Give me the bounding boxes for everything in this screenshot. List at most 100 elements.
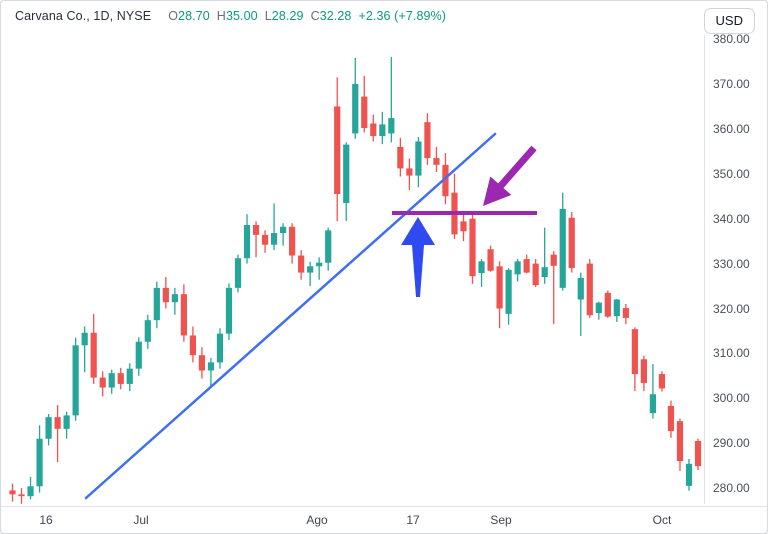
candle-down: [370, 123, 377, 137]
candle-down: [550, 254, 557, 266]
candle-down: [496, 266, 503, 309]
low-value: 28.29: [271, 9, 304, 23]
chart-drawings: [84, 132, 537, 500]
price-tick-label: 370.00: [713, 77, 750, 91]
candle-up: [505, 269, 512, 314]
candle-down: [406, 168, 413, 176]
candle-down: [180, 294, 187, 336]
candle-down: [18, 494, 25, 497]
candle-down: [261, 234, 269, 245]
candle-up: [388, 118, 395, 134]
price-tick-label: 380.00: [713, 32, 750, 47]
candle-down: [90, 332, 97, 378]
candle-up: [225, 287, 233, 334]
high-value: 35.00: [225, 9, 258, 23]
candle-down: [298, 255, 305, 273]
price-tick-label: 300.00: [713, 391, 750, 406]
candle-down: [397, 146, 404, 169]
buy-signal-arrow[interactable]: [401, 217, 435, 297]
candle-up: [135, 341, 142, 369]
candle-up: [559, 208, 566, 288]
price-tick-label: 350.00: [713, 166, 750, 181]
breakdown-arrow[interactable]: [483, 145, 537, 206]
trend-line-drawing[interactable]: [84, 132, 497, 500]
candle-down: [433, 158, 440, 165]
candle-up: [316, 262, 323, 267]
symbol-title: Carvana Co., 1D, NYSE: [15, 9, 152, 23]
candle-up: [613, 299, 620, 317]
candlestick-series: [9, 57, 702, 504]
time-tick-label: Jul: [133, 513, 149, 527]
price-axis[interactable]: 380.00 370.00 360.00 350.00 340.00 330.00 320.…: [705, 1, 767, 504]
candle-up: [27, 486, 34, 497]
low-label: L: [264, 9, 272, 23]
candle-up: [270, 233, 278, 245]
candle-up: [541, 267, 548, 278]
time-tick-label: 17: [406, 513, 420, 527]
candle-up: [243, 224, 251, 259]
candle-up: [153, 287, 160, 321]
time-axis-separator: [1, 506, 767, 507]
candle-up: [63, 415, 70, 429]
candle-down: [252, 224, 260, 235]
candle-down: [586, 263, 593, 316]
price-tick-label: 330.00: [713, 256, 750, 271]
candle-down: [487, 249, 494, 271]
candle-down: [99, 377, 106, 388]
change-value: +2.36 (+7.89%): [358, 9, 447, 23]
candle-down: [361, 96, 368, 129]
high-label: H: [216, 9, 226, 23]
candle-down: [189, 335, 196, 356]
candle-down: [162, 287, 169, 303]
currency-button[interactable]: USD: [703, 8, 755, 34]
candle-up: [577, 277, 584, 300]
time-tick-label: Sep: [490, 513, 512, 527]
candle-up: [207, 362, 215, 371]
candle-up: [126, 368, 133, 384]
symbol-legend[interactable]: Carvana Co., 1D, NYSE O28.70 H35.00 L28.29 C…: [15, 9, 446, 23]
time-tick-label: Oct: [652, 513, 672, 527]
price-tick-label: 360.00: [713, 121, 750, 136]
candle-down: [198, 355, 206, 371]
candle-down: [604, 292, 611, 317]
candle-up: [36, 438, 43, 487]
candle-down: [442, 164, 449, 197]
time-tick-label: 16: [39, 513, 53, 527]
time-tick-label: Ago: [306, 513, 328, 527]
candle-down: [631, 329, 638, 375]
candle-up: [216, 333, 224, 363]
candle-up: [514, 261, 521, 275]
candle-down: [424, 122, 431, 159]
candle-up: [478, 261, 485, 274]
candle-down: [676, 421, 684, 462]
candle-down: [667, 405, 675, 432]
price-tick-label: 280.00: [713, 481, 750, 496]
candle-up: [595, 302, 602, 313]
candle-up: [685, 463, 693, 486]
candle-up: [45, 417, 52, 439]
candle-down: [117, 373, 124, 384]
time-axis[interactable]: 16 Jul Ago 17 Sep Oct: [1, 507, 702, 533]
candle-down: [658, 374, 666, 389]
price-tick-label: 290.00: [713, 436, 750, 451]
price-tick-label: 320.00: [713, 301, 750, 316]
candle-down: [640, 359, 647, 384]
candle-down: [54, 417, 61, 429]
price-tick-label: 310.00: [713, 346, 750, 361]
open-label: O: [168, 9, 179, 23]
candle-up: [307, 266, 314, 273]
candle-up: [171, 294, 178, 303]
candle-down: [532, 263, 539, 286]
candle-down: [622, 308, 629, 318]
candle-down: [694, 440, 702, 467]
candle-up: [108, 373, 115, 388]
candle-up: [649, 394, 657, 414]
candle-down: [9, 490, 16, 495]
candle-down: [568, 217, 575, 269]
candle-down: [460, 221, 467, 232]
candle-down: [334, 106, 341, 195]
candle-up: [415, 141, 422, 176]
close-label: C: [310, 9, 320, 23]
